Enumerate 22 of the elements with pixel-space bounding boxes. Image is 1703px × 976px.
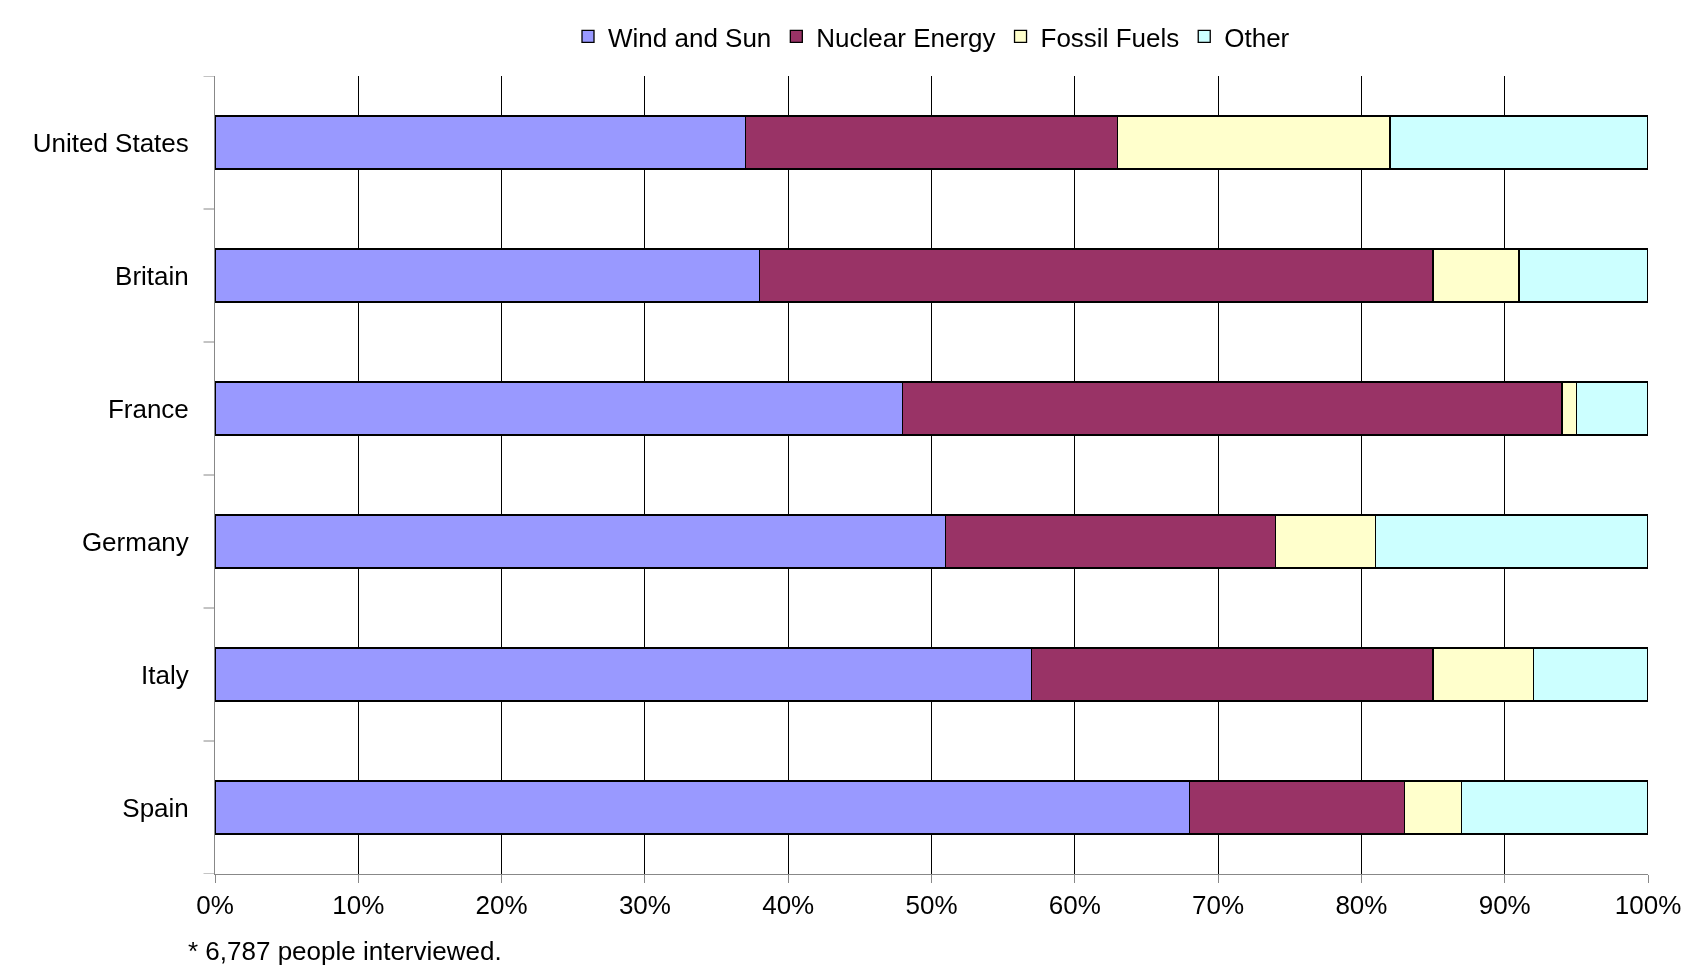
text: * 6,787 people interviewed.: [188, 936, 502, 966]
x-tick-label: 90%: [1478, 890, 1531, 921]
y-tick-label: Britain: [115, 260, 189, 291]
x-tick-label: 60%: [1048, 890, 1101, 921]
legend-label: Other: [1224, 22, 1290, 53]
x-tick-label: 70%: [1192, 890, 1245, 921]
x-tick-label: 30%: [618, 890, 671, 921]
x-tick-label: 50%: [905, 890, 958, 921]
legend-label: Wind and Sun: [608, 22, 772, 53]
x-tick-label: 0%: [196, 890, 234, 921]
y-tick-label: France: [107, 393, 189, 424]
x-tick-label: 10%: [332, 890, 385, 921]
legend-label: Nuclear Energy: [816, 22, 996, 53]
y-tick-label: Germany: [81, 526, 189, 557]
x-tick-label: 40%: [762, 890, 815, 921]
y-tick-label: Italy: [141, 659, 189, 690]
x-tick-label: 80%: [1335, 890, 1388, 921]
y-tick-label: United States: [32, 127, 189, 158]
y-tick-label: Spain: [122, 792, 189, 823]
x-tick-label: 20%: [475, 890, 528, 921]
x-tick-label: 100%: [1614, 890, 1682, 921]
legend-label: Fossil Fuels: [1040, 22, 1180, 53]
